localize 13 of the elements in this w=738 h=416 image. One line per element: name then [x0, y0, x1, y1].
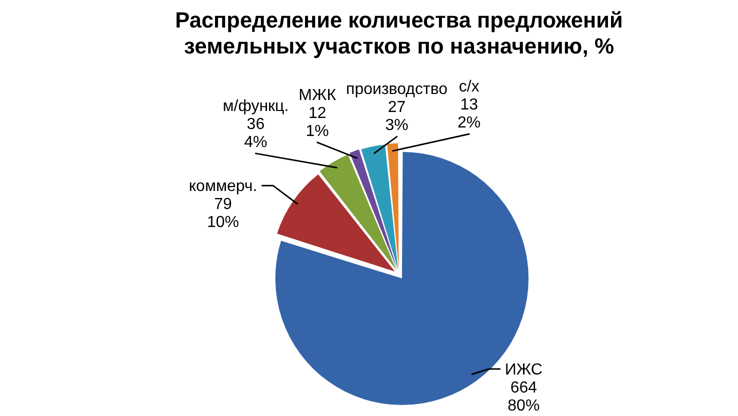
- data-label: 79 10%: [207, 196, 240, 232]
- data-label: 664 80%: [508, 379, 540, 414]
- slice-label: ИЖС: [504, 361, 542, 378]
- slice-label: МЖК: [298, 86, 337, 104]
- data-label: 36 4%: [244, 116, 268, 151]
- slice-label: коммерч.: [188, 178, 258, 196]
- data-label: 13 2%: [458, 96, 481, 132]
- data-label: 12 1%: [306, 104, 329, 140]
- data-label: 27 3%: [385, 99, 408, 134]
- slice-label: с/х: [458, 78, 480, 96]
- slice-label: м/функц.: [222, 98, 289, 115]
- chart-title: Распределение количества предложений земельных участков по назначению, %: [175, 7, 623, 59]
- slice-label: производство: [346, 81, 448, 98]
